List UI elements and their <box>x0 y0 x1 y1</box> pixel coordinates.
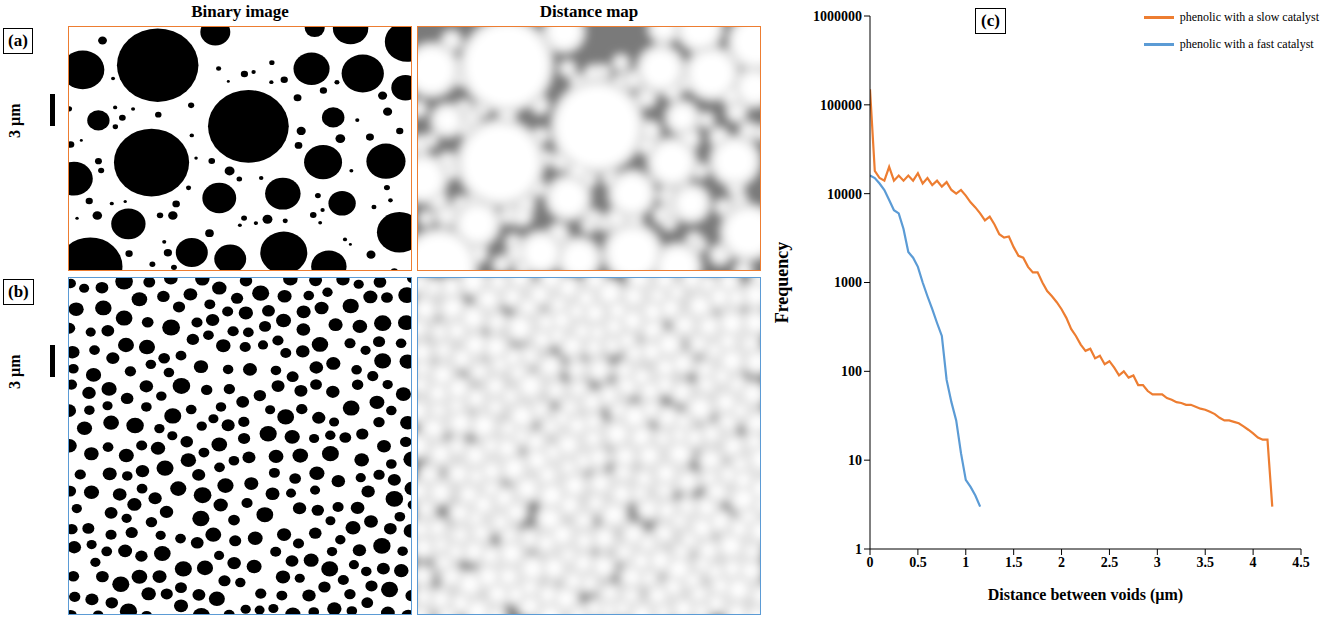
svg-text:2: 2 <box>1058 555 1065 570</box>
html-text:phenolic with a slow catalyst: phenolic with a slow catalyst <box>1179 10 1319 24</box>
svg-text:100: 100 <box>841 364 862 379</box>
svg-text:4.5: 4.5 <box>1292 555 1310 570</box>
svg-text:3.5: 3.5 <box>1196 555 1214 570</box>
svg-text:2.5: 2.5 <box>1101 555 1119 570</box>
svg-text:1: 1 <box>855 542 862 557</box>
svg-text:10: 10 <box>848 453 862 468</box>
html-text:Binary image: Binary image <box>191 2 289 21</box>
html-text:phenolic with a fast catalyst: phenolic with a fast catalyst <box>1179 37 1314 51</box>
html-text:3 µm: 3 µm <box>6 354 23 389</box>
svg-text:1: 1 <box>962 555 969 570</box>
svg-text:4: 4 <box>1250 555 1257 570</box>
svg-text:0: 0 <box>867 555 874 570</box>
svg-text:100000: 100000 <box>820 98 862 113</box>
html-text:(b): (b) <box>8 282 29 301</box>
svg-text:0.5: 0.5 <box>909 555 927 570</box>
html-text:(a): (a) <box>8 31 28 50</box>
svg-text:Frequency: Frequency <box>772 242 792 324</box>
svg-text:1.5: 1.5 <box>1005 555 1023 570</box>
svg-text:1000: 1000 <box>834 275 862 290</box>
svg-text:1000000: 1000000 <box>813 9 862 24</box>
html-text:Distance map: Distance map <box>539 2 639 21</box>
html-text:3 µm: 3 µm <box>6 103 23 138</box>
svg-text:Distance between voids (µm): Distance between voids (µm) <box>988 586 1183 604</box>
svg-text:10000: 10000 <box>827 187 862 202</box>
html-text:(c): (c) <box>981 11 1000 30</box>
svg-text:3: 3 <box>1154 555 1161 570</box>
